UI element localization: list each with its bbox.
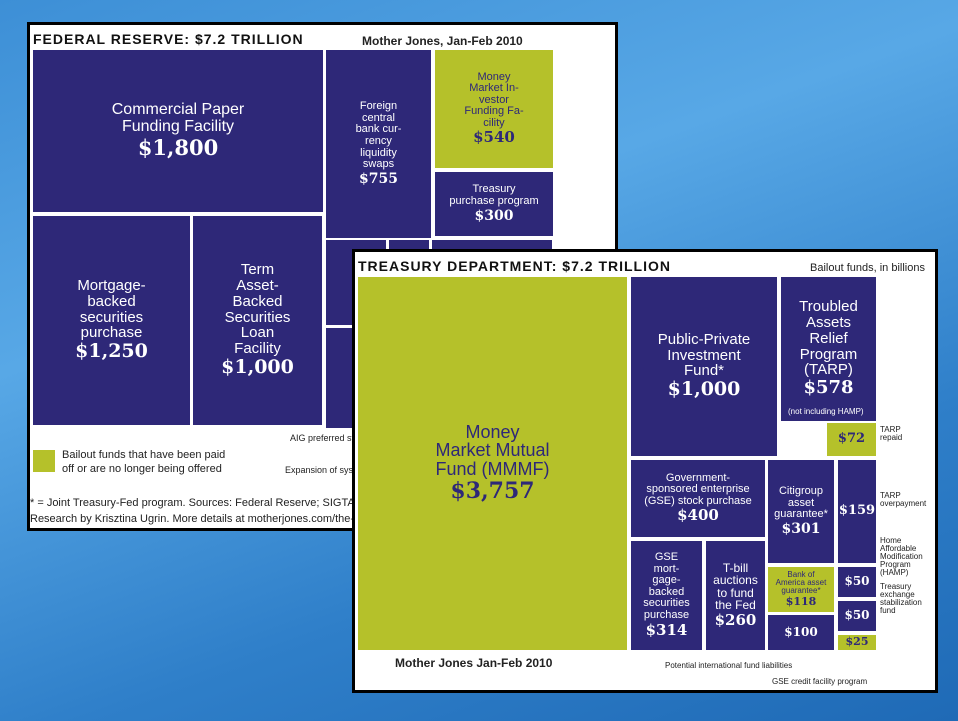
annotation: Expansion of syste [285, 465, 361, 475]
cell-label: Commercial Paper Funding Facility [111, 101, 245, 135]
cell-value: $755 [359, 170, 398, 187]
treemap-cell: Money Market Mutual Fund (MMMF) $3,757 [358, 277, 627, 650]
cell-label: GSE mort- gage- backed securities purcha… [643, 551, 690, 621]
cell-label: Government- sponsored enterprise (GSE) s… [644, 471, 752, 507]
cell-label: Treasury purchase program [449, 183, 539, 207]
treemap-cell: $50 [838, 601, 876, 631]
chart-title: TREASURY DEPARTMENT: $7.2 TRILLION [358, 258, 671, 274]
cell-value: $50 [844, 574, 870, 589]
annotation: (not including HAMP) [788, 407, 864, 416]
source: Mother Jones Jan-Feb 2010 [395, 656, 553, 670]
cell-label: T-bill auctions to fund the Fed [713, 560, 758, 613]
cell-label: Citigroup asset guarantee* [774, 485, 828, 521]
cell-label: Money Market In- vestor Funding Fa- cili… [464, 70, 524, 129]
cell-value: $118 [785, 594, 817, 608]
cell-value: $260 [714, 611, 757, 630]
annotation: TARP overpayment [880, 491, 927, 508]
footnote: Research by Krisztina Ugrin. More detail… [30, 513, 358, 525]
treemap-cell: Term Asset- Backed Securities Loan Facil… [193, 216, 322, 425]
cell-value: $1,000 [221, 355, 294, 378]
cell-value: $159 [838, 503, 876, 519]
cell-value: $1,800 [137, 134, 219, 160]
treemap-cell: Foreign central bank cur- rency liquidit… [326, 50, 431, 238]
cell-label: Bank of America asset guarantee* [775, 569, 827, 596]
treemap-cell: Bank of America asset guarantee* $118 [768, 567, 834, 612]
annotation: Home Affordable Modification Program (HA… [880, 536, 923, 577]
source: Mother Jones, Jan-Feb 2010 [362, 34, 523, 48]
treemap-cell: Citigroup asset guarantee* $301 [768, 460, 834, 563]
treemap-cell: $159 [838, 460, 876, 563]
treemap-cell: T-bill auctions to fund the Fed $260 [706, 541, 765, 650]
cell-label: Term Asset- Backed Securities Loan Facil… [224, 261, 291, 358]
cell-value: $314 [645, 620, 688, 639]
treemap-cell: Commercial Paper Funding Facility $1,800 [33, 50, 323, 212]
annotation: TARP repaid [880, 425, 903, 442]
treemap-cell: GSE mort- gage- backed securities purcha… [631, 541, 702, 650]
cell-label: Public-Private Investment Fund* [657, 330, 751, 380]
treemap-cell: Government- sponsored enterprise (GSE) s… [631, 460, 765, 537]
cell-label: Troubled Assets Relief Program (TARP) [799, 298, 858, 379]
cell-value: $301 [781, 520, 821, 537]
legend-label: Bailout funds that have been paid off or… [62, 449, 226, 475]
treemap-cell: Public-Private Investment Fund* $1,000 [631, 277, 777, 456]
cell-value: $72 [837, 431, 866, 447]
treemap-cell: Treasury purchase program $300 [435, 172, 553, 236]
treemap-cell: $50 [838, 567, 876, 597]
subtitle: Bailout funds, in billions [810, 262, 925, 274]
cell-value: $578 [803, 377, 854, 399]
cell-value: $1,000 [667, 378, 741, 401]
chart-title: FEDERAL RESERVE: $7.2 TRILLION [33, 31, 304, 47]
cell-label: Mortgage- backed securities purchase [77, 277, 146, 342]
cell-label: Money Market Mutual Fund (MMMF) [435, 421, 550, 480]
annotation: Treasury exchange stabilization fund [880, 582, 922, 615]
cell-value: $100 [784, 624, 818, 639]
annotation: Potential international fund liabilities [665, 661, 793, 670]
cell-value: $25 [845, 635, 869, 649]
treemap-cell: Troubled Assets Relief Program (TARP) $57… [781, 277, 876, 421]
cell-label: Foreign central bank cur- rency liquidit… [355, 100, 402, 171]
treemap-cell: $25 [838, 635, 876, 650]
cell-value: $540 [473, 128, 515, 147]
treemap-cell: Money Market In- vestor Funding Fa- cili… [435, 50, 553, 168]
treemap-cell: $100 [768, 615, 834, 650]
annotation: GSE credit facility program [772, 677, 868, 686]
cell-value: $50 [844, 608, 870, 623]
treasury-panel: TREASURY DEPARTMENT: $7.2 TRILLION Bailou… [352, 249, 938, 693]
cell-value: $1,250 [75, 340, 148, 363]
footnote: * = Joint Treasury-Fed program. Sources:… [30, 497, 393, 509]
cell-value: $400 [677, 506, 719, 525]
cell-value: $3,757 [450, 478, 535, 505]
legend-swatch [33, 450, 55, 472]
cell-value: $300 [474, 207, 514, 224]
treemap-cell: Mortgage- backed securities purchase $1,2… [33, 216, 190, 425]
treemap-cell: $72 [827, 423, 876, 456]
